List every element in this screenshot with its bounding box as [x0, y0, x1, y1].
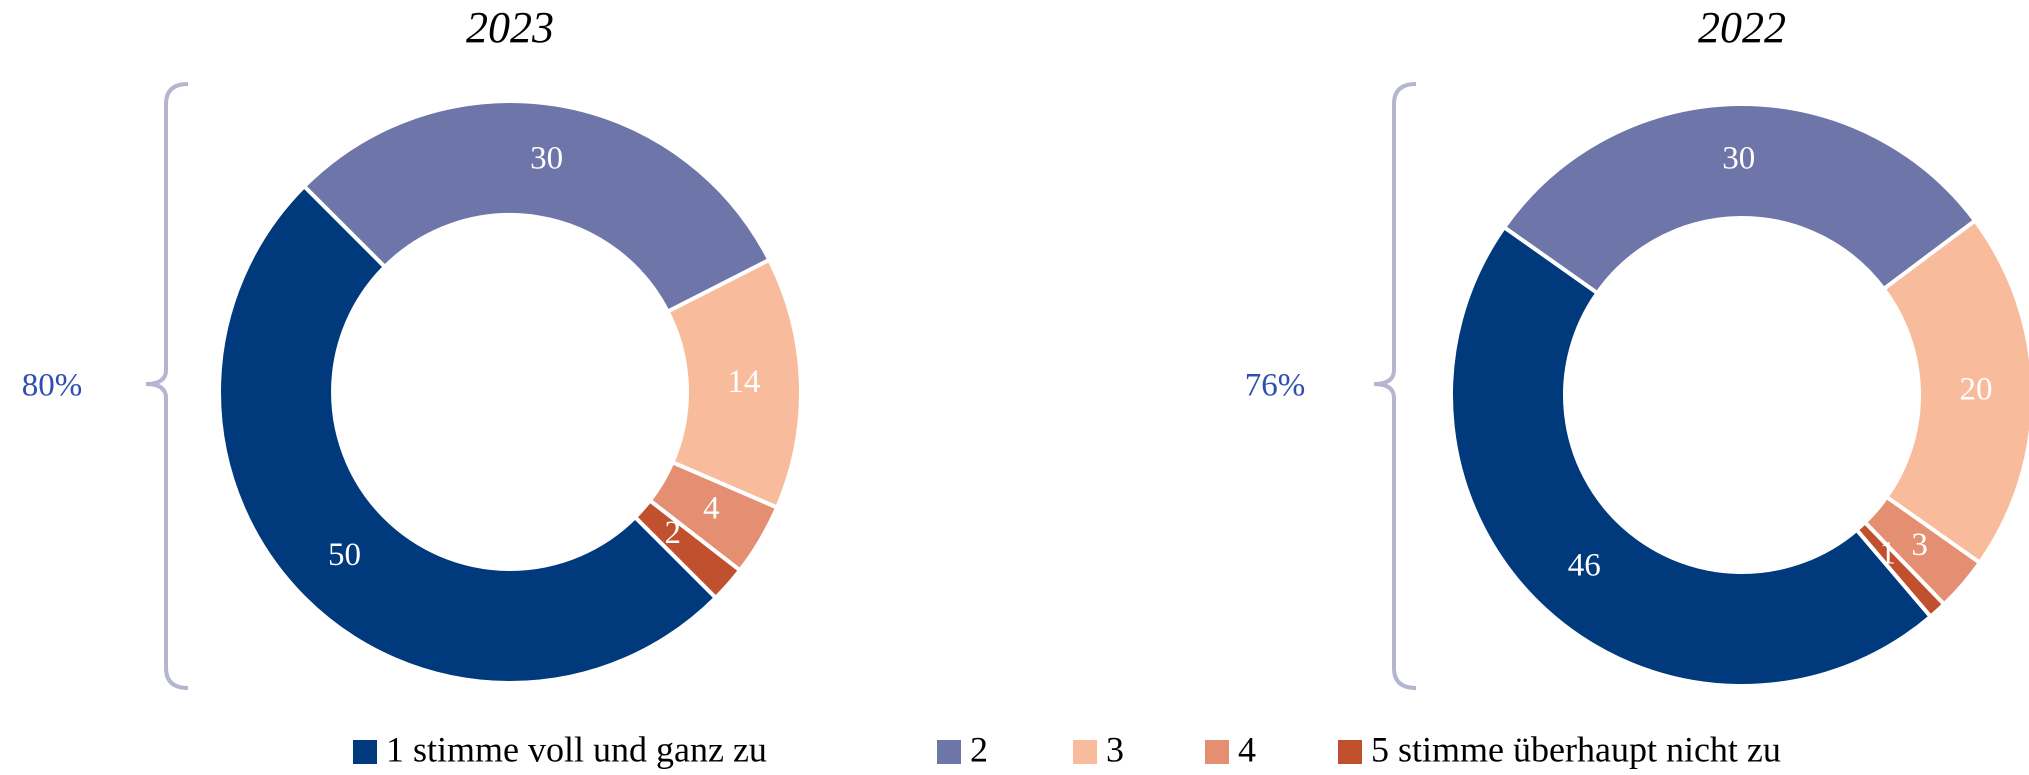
- legend-label: 5 stimme überhaupt nicht zu: [1371, 729, 1781, 769]
- bracket: [145, 82, 189, 690]
- data-label: 4: [703, 491, 720, 527]
- annotation: 80%: [22, 368, 83, 404]
- legend-label: 3: [1106, 729, 1124, 769]
- legend-label: 4: [1238, 729, 1256, 769]
- legend-swatch: [1338, 740, 1362, 764]
- data-label: 30: [530, 140, 563, 176]
- legend-swatch: [353, 740, 377, 764]
- donut-segment: [1880, 217, 2029, 566]
- chart-title: 2022: [1698, 3, 1786, 52]
- donut-segment: [301, 99, 772, 315]
- legend-swatch: [1205, 740, 1229, 764]
- legend-swatch: [1073, 740, 1097, 764]
- data-label: 20: [1959, 371, 1992, 407]
- donut-segment: [1449, 224, 1934, 688]
- donut-segment: [632, 497, 743, 601]
- donut-segment: [1501, 102, 1978, 296]
- legend-label: 2: [970, 729, 988, 769]
- data-label: 3: [1911, 527, 1928, 563]
- data-label: 2: [665, 515, 682, 551]
- bracket: [1373, 82, 1417, 690]
- annotation: 76%: [1245, 368, 1306, 404]
- data-label: 46: [1568, 547, 1601, 583]
- donut-segment: [1853, 519, 1947, 620]
- data-label: 30: [1722, 141, 1755, 177]
- legend-swatch: [937, 740, 961, 764]
- chart-title: 2023: [466, 3, 554, 52]
- legend-label: 1 stimme voll und ganz zu: [386, 729, 767, 769]
- data-label: 50: [328, 537, 361, 573]
- data-label: 1: [1880, 535, 1897, 571]
- data-label: 14: [727, 364, 760, 400]
- donut-segment: [217, 183, 719, 685]
